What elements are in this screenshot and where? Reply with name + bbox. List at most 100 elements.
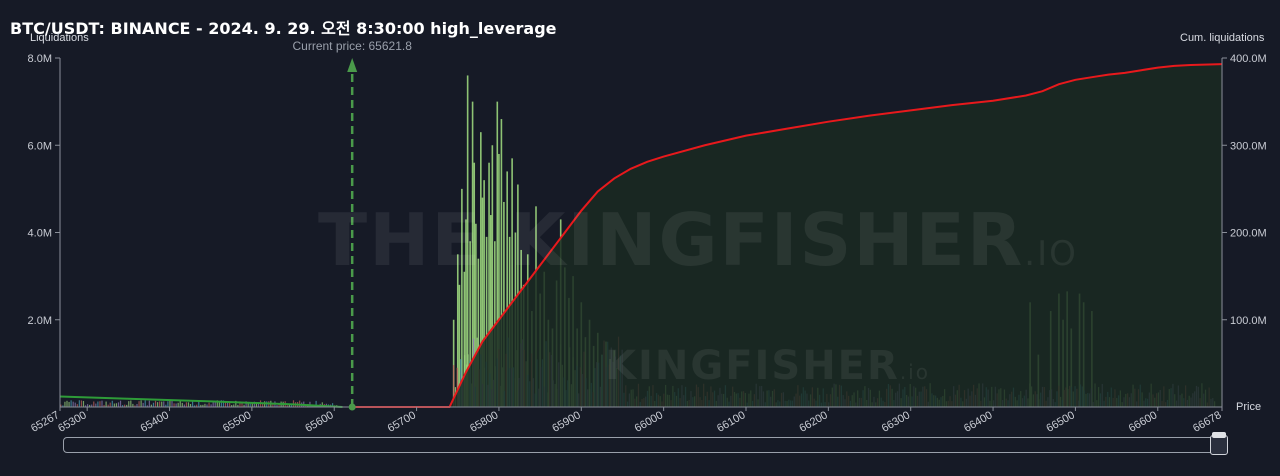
bar <box>152 402 155 407</box>
bar <box>288 404 290 407</box>
bar <box>191 401 194 407</box>
bar <box>206 404 208 407</box>
bar <box>117 402 120 407</box>
bar <box>154 400 157 407</box>
watermark-secondary-text: KINGFISHER <box>605 343 900 389</box>
bar <box>167 401 169 407</box>
bar <box>237 404 239 407</box>
bar <box>165 404 167 407</box>
bar <box>224 401 227 407</box>
bar <box>241 402 243 407</box>
watermark-suffix: .IO <box>1024 234 1078 274</box>
bar <box>121 405 124 407</box>
watermark-text: THE KINGFISHER <box>318 198 1025 282</box>
zoom-slider-grip[interactable] <box>1212 432 1226 438</box>
bar <box>76 404 78 407</box>
bar <box>124 404 126 407</box>
left-tick-label: 8.0M <box>28 53 52 65</box>
bar <box>481 197 484 407</box>
bar <box>511 158 513 407</box>
bar <box>466 75 469 407</box>
x-tick-label: 65900 <box>550 409 582 435</box>
x-tick-label: 66300 <box>880 409 912 435</box>
bar <box>198 400 200 407</box>
zoom-slider[interactable] <box>63 432 1228 455</box>
x-tick-label: 65300 <box>56 409 88 435</box>
bar <box>473 162 476 407</box>
x-tick-label: 65400 <box>139 409 171 435</box>
current-price-marker: Current price: 65621.8 <box>292 39 412 411</box>
right-tick-label: 200.0M <box>1230 228 1267 240</box>
bar <box>95 403 97 407</box>
bar <box>226 401 229 407</box>
x-tick-label: 65800 <box>468 409 500 435</box>
x-tick-label: 65500 <box>221 409 253 435</box>
bar <box>134 405 136 407</box>
bar <box>99 401 101 407</box>
bar <box>62 405 64 407</box>
bar <box>290 404 293 407</box>
bar <box>456 367 458 407</box>
bar <box>185 402 188 407</box>
bar <box>235 400 237 407</box>
bar <box>456 254 459 407</box>
bar <box>212 402 214 407</box>
bar <box>130 400 132 407</box>
bar <box>183 404 185 407</box>
bar <box>187 402 190 407</box>
bar <box>331 403 334 407</box>
left-axis-label: Liquidations <box>30 32 89 44</box>
bar <box>261 402 264 407</box>
bar <box>107 404 109 407</box>
bar <box>272 403 274 407</box>
bar <box>503 201 505 407</box>
bar <box>194 405 196 407</box>
bar <box>66 400 68 407</box>
bar <box>491 145 494 407</box>
current-price-arrow <box>347 58 358 72</box>
bar <box>247 401 249 407</box>
x-tick-label: 66600 <box>1127 409 1159 435</box>
bar <box>68 401 70 407</box>
bar <box>179 400 181 407</box>
bar <box>136 404 138 407</box>
bar <box>177 402 179 407</box>
bar <box>142 402 144 407</box>
cumulative-area-fill <box>350 64 1222 408</box>
bar <box>485 236 488 407</box>
right-axis-label: Cum. liquidations <box>1180 32 1265 44</box>
bar <box>216 400 218 407</box>
left-tick-label: 4.0M <box>28 228 52 240</box>
x-tick-label: 66000 <box>633 409 665 435</box>
bar <box>70 400 72 407</box>
bar <box>496 101 499 407</box>
bar <box>159 401 161 407</box>
bar <box>84 405 87 407</box>
right-tick-label: 300.0M <box>1230 140 1267 152</box>
x-axis-label: Price <box>1236 401 1262 413</box>
watermark: THE KINGFISHER.IO <box>318 198 1078 282</box>
bar <box>202 404 204 407</box>
bar <box>175 403 177 407</box>
left-tick-label: 6.0M <box>28 140 52 152</box>
bar <box>101 400 103 407</box>
bar <box>249 402 251 407</box>
bar <box>80 400 83 407</box>
bar <box>208 402 210 407</box>
bar <box>469 241 471 407</box>
cumulative-area <box>350 64 1222 408</box>
bar <box>475 223 477 407</box>
bar <box>91 404 93 407</box>
bar <box>253 401 255 407</box>
bar <box>461 188 463 407</box>
x-tick-label: 66500 <box>1044 409 1076 435</box>
bar <box>113 403 115 407</box>
zoom-slider-handle[interactable] <box>1210 435 1228 455</box>
bar <box>214 401 216 407</box>
bar <box>471 101 474 407</box>
x-tick-label: 65267 <box>29 409 61 435</box>
bar <box>163 401 165 407</box>
bar <box>161 401 163 407</box>
bar <box>74 402 76 407</box>
bar <box>126 404 128 407</box>
